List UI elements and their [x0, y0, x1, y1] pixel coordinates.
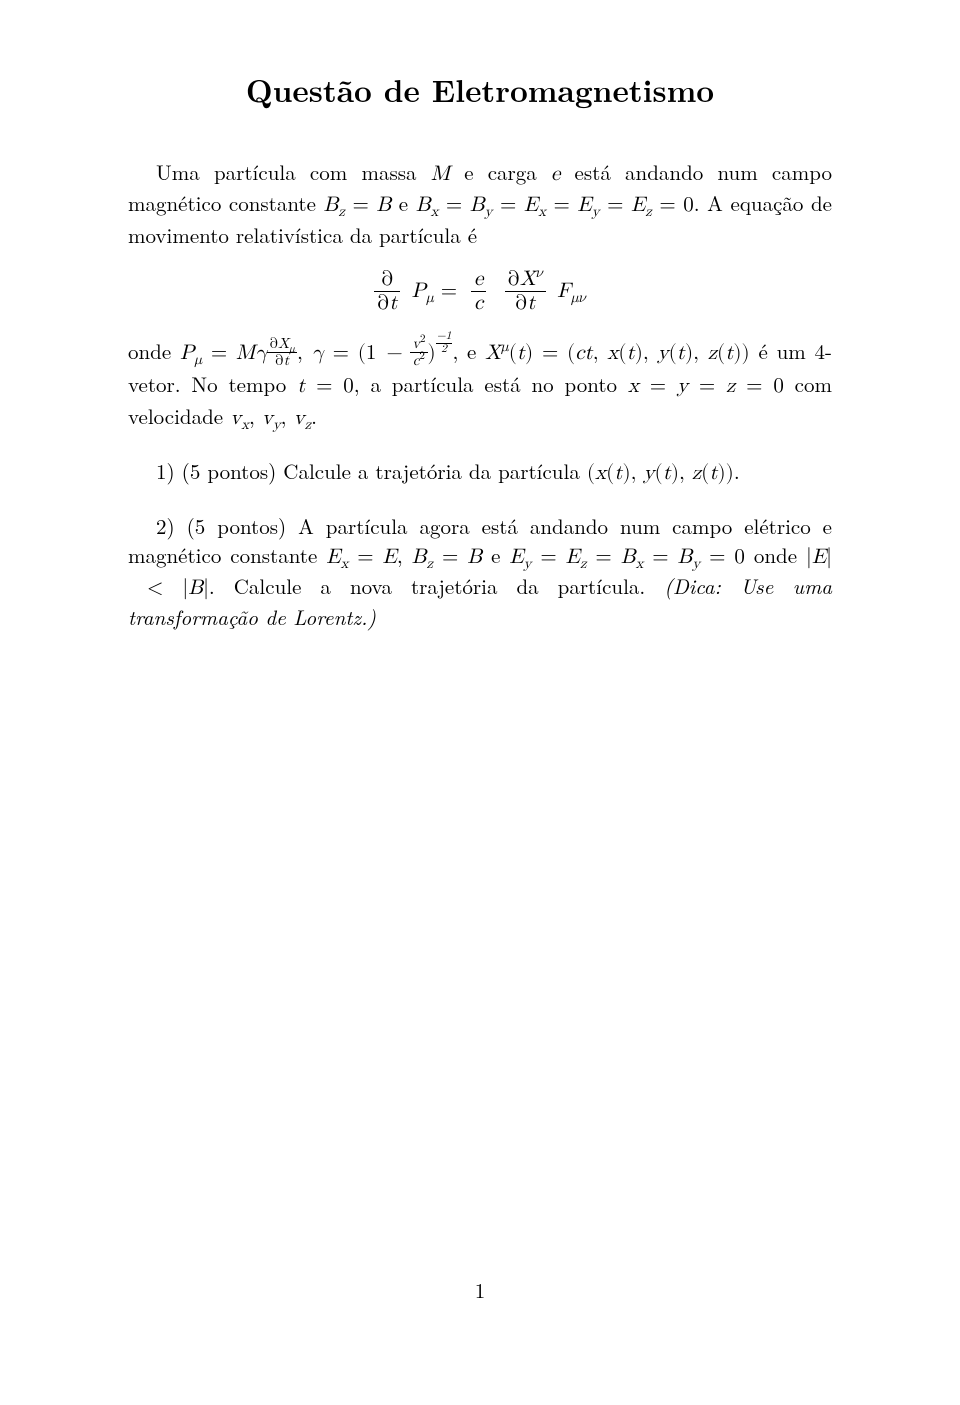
text: . Calcule a nova trajetória da partícula…	[209, 571, 664, 601]
math-traj: (x(t), y(t), z(t))	[587, 463, 734, 484]
spacer	[128, 441, 832, 457]
math-Pmu-def: Pμ = Mγ∂Xμ∂t	[180, 343, 297, 364]
page: Questão de Eletromagnetismo Uma partícul…	[0, 0, 960, 1405]
math-xyz0: x = y = z = 0	[628, 376, 784, 397]
text: ,	[397, 540, 412, 570]
math-vx: vx	[230, 408, 249, 429]
question-1: 1) (5 pontos) Calcule a trajetória da pa…	[128, 457, 832, 488]
frac-e-c: e c	[471, 269, 486, 315]
text: onde	[745, 540, 806, 570]
text: e	[391, 188, 415, 218]
text: e	[482, 540, 509, 570]
text: ,	[281, 401, 294, 431]
math-Ex-E: Ex = E	[326, 547, 397, 568]
text: , a partícula está no ponto	[354, 369, 628, 399]
text: 1) (5 pontos) Calcule a trajetória da pa…	[156, 456, 587, 486]
math-e: e	[551, 164, 560, 185]
text: onde	[128, 336, 180, 366]
page-title: Questão de Eletromagnetismo	[128, 68, 832, 112]
spacer	[128, 496, 832, 512]
text: e carga	[450, 157, 551, 187]
text: , e	[452, 336, 485, 366]
math-M: M	[431, 164, 450, 185]
text: Uma partícula com massa	[156, 157, 431, 187]
intro-paragraph: Uma partícula com massa M e carga e está…	[128, 158, 832, 249]
frac-ddt: ∂ ∂t	[374, 269, 400, 315]
frac-dXnu-dt: ∂Xν ∂t	[505, 269, 546, 315]
text: ,	[249, 401, 262, 431]
question-2: 2) (5 pontos) A partícula agora está and…	[128, 512, 832, 631]
math-rest-zero: Ey = Ez = Bx = By = 0	[509, 547, 745, 568]
math-t0: t = 0	[297, 376, 354, 397]
text: .	[311, 401, 317, 431]
math-gamma-def: γ = (1 − v2c2)−12	[312, 343, 453, 364]
math-Xmu-def: Xμ(t) = (ct, x(t), y(t), z(t))	[485, 343, 750, 364]
definitions-paragraph: onde Pμ = Mγ∂Xμ∂t, γ = (1 − v2c2)−12, e …	[128, 337, 832, 433]
text: .	[734, 456, 740, 486]
math-Bz-B: Bz = B	[412, 547, 482, 568]
math-vz: vz	[294, 408, 312, 429]
math-Bz-eq-B: Bz = B	[324, 195, 392, 216]
math-vy: vy	[262, 408, 281, 429]
text: ,	[297, 336, 312, 366]
display-equation: ∂ ∂t Pμ = e c ∂Xν ∂t Fμν	[128, 269, 832, 315]
math-fields-zero: Bx = By = Ex = Ey = Ez = 0	[416, 195, 694, 216]
page-number: 1	[0, 1275, 960, 1305]
